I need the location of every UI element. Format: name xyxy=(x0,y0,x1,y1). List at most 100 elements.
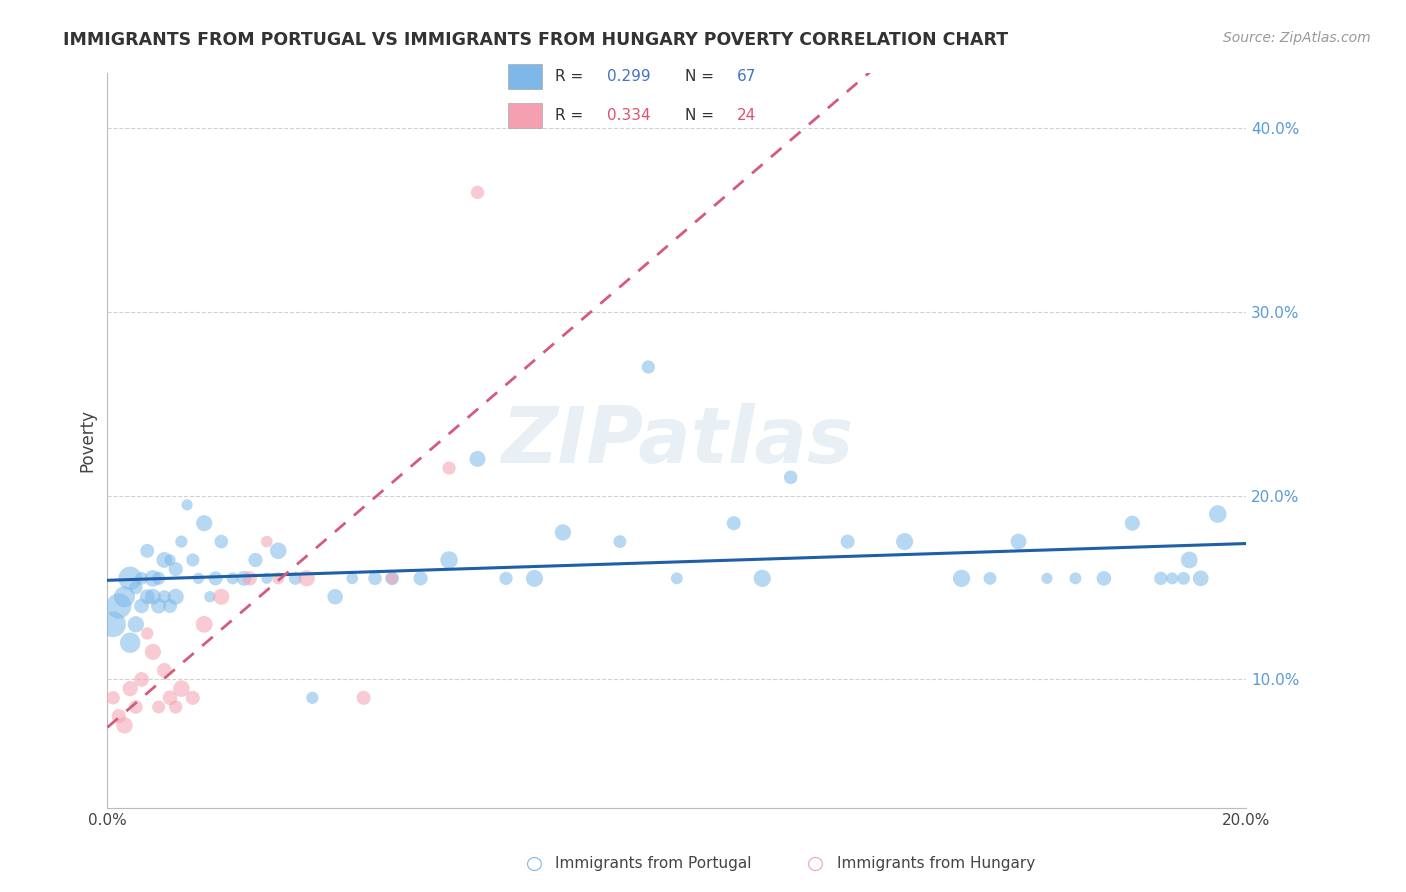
Point xyxy=(159,553,181,567)
Point xyxy=(131,599,153,613)
Point xyxy=(437,553,460,567)
Point xyxy=(120,635,142,649)
Text: R =: R = xyxy=(555,108,588,123)
Point xyxy=(221,571,243,585)
Point xyxy=(1161,571,1184,585)
Point xyxy=(136,543,159,558)
Point xyxy=(245,553,267,567)
Point xyxy=(176,498,198,512)
Point xyxy=(979,571,1001,585)
Point xyxy=(120,681,142,696)
Text: N =: N = xyxy=(685,108,718,123)
Point xyxy=(523,571,546,585)
Point xyxy=(187,571,209,585)
Point xyxy=(950,571,973,585)
Point xyxy=(256,571,278,585)
Point xyxy=(170,681,193,696)
Point xyxy=(723,516,745,531)
Point xyxy=(1173,571,1195,585)
Point xyxy=(209,534,232,549)
Point xyxy=(381,571,404,585)
Point xyxy=(165,562,187,576)
Point xyxy=(342,571,364,585)
Point xyxy=(353,690,375,705)
Point xyxy=(181,553,204,567)
Point xyxy=(114,590,136,604)
Point xyxy=(165,700,187,714)
Point xyxy=(233,571,256,585)
Point xyxy=(153,590,176,604)
Text: ○: ○ xyxy=(807,854,824,873)
Point xyxy=(239,571,262,585)
Text: Immigrants from Portugal: Immigrants from Portugal xyxy=(555,856,752,871)
Point xyxy=(437,461,460,475)
Point xyxy=(136,626,159,640)
Point xyxy=(779,470,801,484)
Point xyxy=(301,690,323,705)
Point xyxy=(142,645,165,659)
Text: 0.334: 0.334 xyxy=(607,108,651,123)
Point xyxy=(267,571,290,585)
Bar xyxy=(509,63,543,89)
Point xyxy=(1150,571,1173,585)
Point xyxy=(495,571,517,585)
Point xyxy=(1064,571,1087,585)
Point xyxy=(125,700,148,714)
Point xyxy=(665,571,688,585)
Point xyxy=(1007,534,1029,549)
Point xyxy=(893,534,915,549)
Point xyxy=(295,571,318,585)
Point xyxy=(159,690,181,705)
Point xyxy=(267,543,290,558)
Text: 67: 67 xyxy=(737,69,756,84)
Point xyxy=(1036,571,1059,585)
Point xyxy=(256,534,278,549)
Point xyxy=(120,571,142,585)
Point xyxy=(148,571,170,585)
Text: ○: ○ xyxy=(526,854,543,873)
Point xyxy=(381,571,404,585)
Point xyxy=(193,617,215,632)
Point xyxy=(131,673,153,687)
Text: 24: 24 xyxy=(737,108,756,123)
Point xyxy=(837,534,859,549)
Point xyxy=(136,590,159,604)
Text: N =: N = xyxy=(685,69,718,84)
Point xyxy=(193,516,215,531)
Point xyxy=(107,599,129,613)
Point xyxy=(148,700,170,714)
Point xyxy=(1092,571,1115,585)
Text: IMMIGRANTS FROM PORTUGAL VS IMMIGRANTS FROM HUNGARY POVERTY CORRELATION CHART: IMMIGRANTS FROM PORTUGAL VS IMMIGRANTS F… xyxy=(63,31,1008,49)
Point xyxy=(751,571,773,585)
Point xyxy=(181,690,204,705)
Point xyxy=(170,534,193,549)
Point xyxy=(323,590,346,604)
Point xyxy=(1189,571,1212,585)
Text: 0.299: 0.299 xyxy=(607,69,651,84)
Point xyxy=(153,663,176,677)
Text: Immigrants from Hungary: Immigrants from Hungary xyxy=(837,856,1035,871)
Point xyxy=(1206,507,1229,521)
Point xyxy=(409,571,432,585)
Point xyxy=(101,690,124,705)
Point xyxy=(125,617,148,632)
Point xyxy=(284,571,307,585)
Y-axis label: Poverty: Poverty xyxy=(79,409,96,472)
Point xyxy=(637,359,659,374)
Point xyxy=(142,590,165,604)
Point xyxy=(209,590,232,604)
Point xyxy=(204,571,226,585)
Point xyxy=(125,581,148,595)
Bar xyxy=(509,103,543,128)
Point xyxy=(467,451,489,466)
Point xyxy=(107,709,129,723)
Point xyxy=(551,525,574,540)
Point xyxy=(609,534,631,549)
Point xyxy=(131,571,153,585)
Text: Source: ZipAtlas.com: Source: ZipAtlas.com xyxy=(1223,31,1371,45)
Point xyxy=(198,590,221,604)
Point xyxy=(114,718,136,732)
Point xyxy=(467,186,489,200)
Text: ZIPatlas: ZIPatlas xyxy=(501,402,853,478)
Point xyxy=(142,571,165,585)
